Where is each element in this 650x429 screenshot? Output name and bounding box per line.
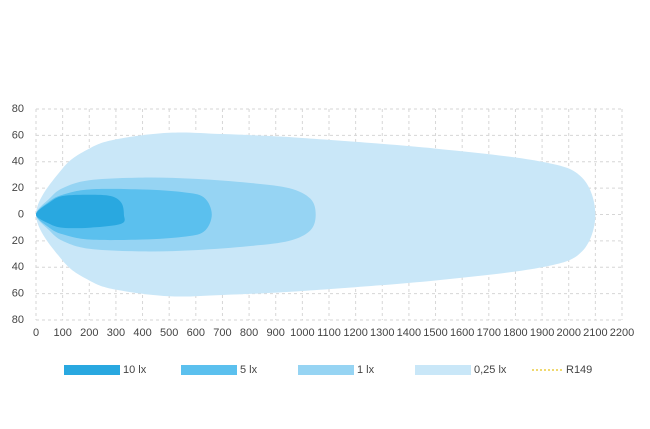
y-tick-label: 80 xyxy=(12,103,24,115)
x-tick-label: 1500 xyxy=(423,327,447,339)
y-tick-label: 60 xyxy=(12,288,24,300)
legend-key xyxy=(181,365,237,375)
x-tick-label: 0 xyxy=(33,327,39,339)
x-tick-label: 1400 xyxy=(397,327,421,339)
y-tick-label: 60 xyxy=(12,129,24,141)
x-tick-label: 200 xyxy=(80,327,98,339)
y-tick-label: 40 xyxy=(12,261,24,273)
legend-label: 0,25 lx xyxy=(474,364,507,376)
x-tick-label: 400 xyxy=(133,327,151,339)
x-tick-label: 2200 xyxy=(610,327,634,339)
legend-label: 5 lx xyxy=(240,364,258,376)
x-tick-label: 2100 xyxy=(583,327,607,339)
legend-key xyxy=(64,365,120,375)
x-tick-label: 1700 xyxy=(477,327,501,339)
x-tick-label: 2000 xyxy=(556,327,580,339)
y-tick-label: 20 xyxy=(12,182,24,194)
isolux-contour xyxy=(36,194,125,229)
x-tick-label: 700 xyxy=(213,327,231,339)
y-tick-label: 40 xyxy=(12,156,24,168)
y-tick-label: 20 xyxy=(12,235,24,247)
legend-label: 1 lx xyxy=(357,364,375,376)
legend-label: R149 xyxy=(566,364,592,376)
y-tick-label: 0 xyxy=(18,208,24,220)
legend-key xyxy=(415,365,471,375)
x-tick-label: 900 xyxy=(267,327,285,339)
x-tick-label: 1600 xyxy=(450,327,474,339)
x-tick-label: 600 xyxy=(187,327,205,339)
x-tick-label: 1200 xyxy=(343,327,367,339)
x-tick-label: 500 xyxy=(160,327,178,339)
legend-key xyxy=(298,365,354,375)
x-tick-label: 1300 xyxy=(370,327,394,339)
y-tick-label: 80 xyxy=(12,314,24,326)
x-tick-label: 1800 xyxy=(503,327,527,339)
x-tick-label: 1100 xyxy=(317,327,341,339)
legend-label: 10 lx xyxy=(123,364,147,376)
x-tick-label: 1900 xyxy=(530,327,554,339)
x-tick-label: 1000 xyxy=(290,327,314,339)
x-tick-label: 300 xyxy=(107,327,125,339)
x-tick-label: 800 xyxy=(240,327,258,339)
x-tick-label: 100 xyxy=(53,327,71,339)
